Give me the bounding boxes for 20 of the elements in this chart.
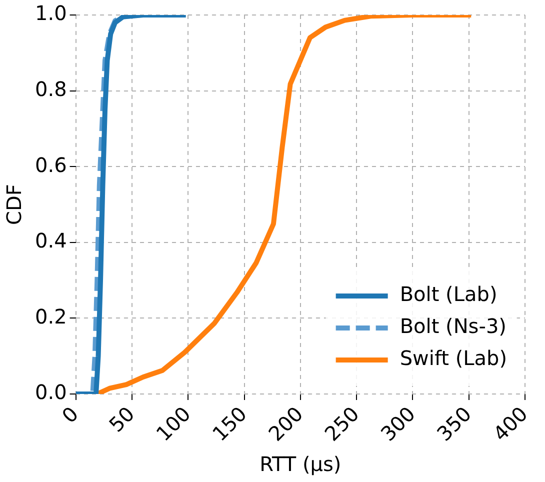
legend-label: Swift (Lab) [400,346,508,370]
y-tick-label: 0.2 [34,304,67,328]
x-axis-title: RTT (μs) [260,452,342,476]
x-tick-label: 0 [57,402,84,428]
y-tick-label: 0.8 [34,77,67,102]
x-tick-label: 150 [208,402,252,446]
x-tick-label: 350 [432,402,476,446]
x-tick-label: 400 [488,402,532,446]
x-tick-label: 300 [376,402,420,446]
y-tick-label: 0.4 [34,228,67,253]
x-tick-label: 50 [104,402,140,437]
legend-label: Bolt (Ns-3) [400,314,506,338]
x-tick-label: 200 [264,402,308,446]
y-axis-title: CDF [2,184,26,225]
x-tick-label: 100 [151,402,196,446]
y-tick-label: 0.0 [34,380,67,404]
legend-label: Bolt (Lab) [400,282,498,306]
x-tick-label: 250 [320,402,364,446]
y-tick-label: 0.6 [34,152,67,177]
y-tick-label: 1.0 [34,1,67,26]
